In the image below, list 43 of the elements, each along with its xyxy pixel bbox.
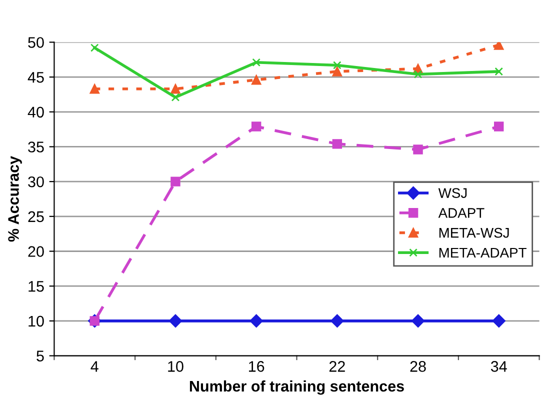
point bbox=[332, 139, 342, 149]
point bbox=[411, 314, 425, 328]
y-tick-label: 5 bbox=[36, 350, 44, 362]
y-tick-label: 10 bbox=[28, 316, 44, 327]
point bbox=[252, 58, 260, 67]
point bbox=[90, 44, 99, 52]
point bbox=[90, 84, 100, 94]
y-tick-label: 40 bbox=[28, 106, 44, 118]
x-tick-label: 4 bbox=[90, 361, 98, 372]
y-tick-label: 25 bbox=[28, 211, 44, 222]
x-tick-label: 34 bbox=[490, 361, 507, 372]
legend-label: ADAPT bbox=[438, 208, 484, 218]
legend-label: META-ADAPT bbox=[439, 248, 526, 258]
point bbox=[494, 42, 504, 50]
point bbox=[332, 66, 342, 76]
point bbox=[171, 93, 180, 102]
x-tick-label: 22 bbox=[329, 361, 345, 372]
point bbox=[250, 314, 263, 328]
y-tick-label: 35 bbox=[28, 142, 44, 152]
point bbox=[251, 74, 262, 85]
point bbox=[333, 61, 342, 70]
point bbox=[170, 176, 180, 186]
y-tick-label: 20 bbox=[28, 246, 44, 257]
y-tick-label: 50 bbox=[28, 37, 44, 48]
legend-label: META-WSJ bbox=[439, 228, 509, 238]
point bbox=[492, 314, 506, 328]
point bbox=[168, 314, 182, 328]
point bbox=[170, 84, 180, 94]
y-tick-label: 30 bbox=[28, 176, 44, 188]
x-axis-title: Number of training sentences bbox=[190, 380, 404, 395]
point bbox=[330, 314, 344, 328]
legend-label: WSJ bbox=[438, 188, 467, 198]
x-tick-label: 28 bbox=[410, 361, 426, 372]
point bbox=[494, 122, 504, 132]
point bbox=[494, 67, 504, 76]
y-tick-label: 45 bbox=[28, 72, 44, 83]
y-axis-title: % Accuracy bbox=[8, 156, 22, 242]
x-tick-label: 16 bbox=[248, 361, 264, 372]
y-tick-label: 15 bbox=[28, 281, 44, 292]
point bbox=[413, 144, 423, 154]
point bbox=[251, 122, 262, 132]
x-tick-label: 10 bbox=[168, 361, 184, 372]
point bbox=[414, 70, 422, 78]
